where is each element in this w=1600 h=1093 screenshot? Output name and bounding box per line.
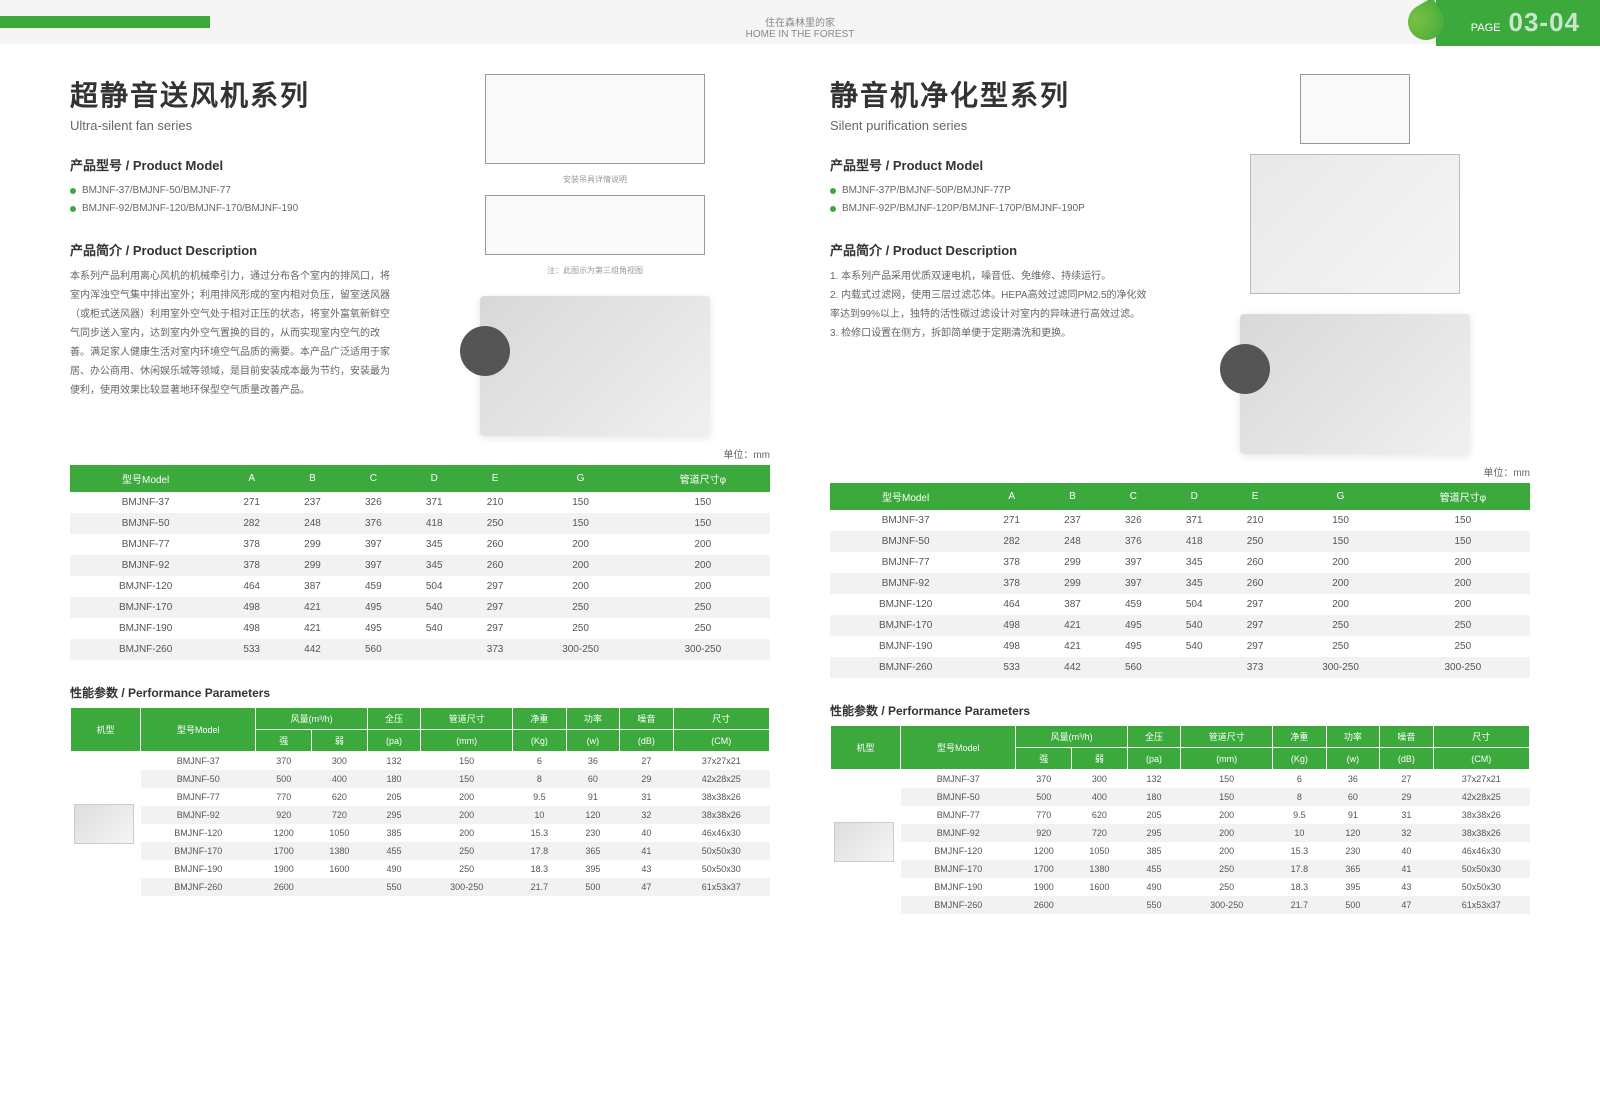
table-row: BMJNF-92920720295200101203238x38x26 xyxy=(71,806,770,824)
table-row: BMJNF-77378299397345260200200 xyxy=(70,534,770,555)
right-diagrams xyxy=(1180,74,1530,464)
table-row: BMJNF-170498421495540297250250 xyxy=(70,597,770,618)
table-row: BMJNF-373703001321506362737x27x21 xyxy=(71,752,770,771)
right-column: 静音机净化型系列 Silent purification series 产品型号… xyxy=(830,74,1530,914)
model-line: BMJNF-92/BMJNF-120/BMJNF-170/BMJNF-190 xyxy=(70,200,390,218)
product-photo-r xyxy=(1240,314,1470,454)
table-row: BMJNF-170498421495540297250250 xyxy=(830,615,1530,636)
header-page: PAGE 03-04 xyxy=(1408,0,1600,44)
table-row: BMJNF-120464387459504297200200 xyxy=(830,594,1530,615)
table-row: BMJNF-190498421495540297250250 xyxy=(70,618,770,639)
table-row: BMJNF-50282248376418250150150 xyxy=(830,531,1530,552)
left-perf-table: 机型型号Model风量(m³/h)全压管道尺寸净重功率噪音尺寸强弱(pa)(mm… xyxy=(70,707,770,896)
table-row: BMJNF-777706202052009.5913138x38x26 xyxy=(71,788,770,806)
table-row: BMJNF-260533442560373300-250300-250 xyxy=(830,657,1530,678)
left-title-cn: 超静音送风机系列 xyxy=(70,74,390,114)
table-row: BMJNF-1901900160049025018.33954350x50x30 xyxy=(71,860,770,878)
table-row: BMJNF-190498421495540297250250 xyxy=(830,636,1530,657)
table-row: BMJNF-37271237326371210150150 xyxy=(70,492,770,513)
left-diagrams: 安装吊具详情说明 注：此图示为第三组角视图 xyxy=(420,74,770,446)
right-perf-table: 机型型号Model风量(m³/h)全压管道尺寸净重功率噪音尺寸强弱(pa)(mm… xyxy=(830,725,1530,914)
table-row: BMJNF-1901900160049025018.33954350x50x30 xyxy=(831,878,1530,896)
table-row: BMJNF-92378299397345260200200 xyxy=(830,573,1530,594)
green-bar xyxy=(0,16,210,28)
left-dim-table: 型号ModelABCDEG管道尺寸φBMJNF-3727123732637121… xyxy=(70,465,770,660)
table-row: BMJNF-505004001801508602942x28x25 xyxy=(831,788,1530,806)
table-row: BMJNF-260533442560373300-250300-250 xyxy=(70,639,770,660)
model-line: BMJNF-37P/BMJNF-50P/BMJNF-77P xyxy=(830,182,1150,200)
left-title-en: Ultra-silent fan series xyxy=(70,118,390,133)
table-row: BMJNF-1701700138045525017.83654150x50x30 xyxy=(831,860,1530,878)
model-line: BMJNF-92P/BMJNF-120P/BMJNF-170P/BMJNF-19… xyxy=(830,200,1150,218)
left-column: 超静音送风机系列 Ultra-silent fan series 产品型号 / … xyxy=(70,74,770,914)
table-row: BMJNF-77378299397345260200200 xyxy=(830,552,1530,573)
right-title-cn: 静音机净化型系列 xyxy=(830,74,1150,114)
table-row: BMJNF-777706202052009.5913138x38x26 xyxy=(831,806,1530,824)
header-tagline: 住在森林里的家 HOME IN THE FOREST xyxy=(746,14,855,40)
table-row: BMJNF-37271237326371210150150 xyxy=(830,510,1530,531)
table-row: BMJNF-1201200105038520015.32304046x46x30 xyxy=(71,824,770,842)
table-row: BMJNF-50282248376418250150150 xyxy=(70,513,770,534)
table-row: BMJNF-1201200105038520015.32304046x46x30 xyxy=(831,842,1530,860)
table-row: BMJNF-120464387459504297200200 xyxy=(70,576,770,597)
table-row: BMJNF-1701700138045525017.83654150x50x30 xyxy=(71,842,770,860)
table-row: BMJNF-92378299397345260200200 xyxy=(70,555,770,576)
table-row: BMJNF-92920720295200101203238x38x26 xyxy=(831,824,1530,842)
table-row: BMJNF-373703001321506362737x27x21 xyxy=(831,770,1530,789)
page-header: 住在森林里的家 HOME IN THE FOREST PAGE 03-04 xyxy=(0,0,1600,44)
model-line: BMJNF-37/BMJNF-50/BMJNF-77 xyxy=(70,182,390,200)
right-title-en: Silent purification series xyxy=(830,118,1150,133)
right-dim-table: 型号ModelABCDEG管道尺寸φBMJNF-3727123732637121… xyxy=(830,483,1530,678)
table-row: BMJNF-2602600550300-25021.75004761x53x37 xyxy=(71,878,770,896)
table-row: BMJNF-2602600550300-25021.75004761x53x37 xyxy=(831,896,1530,914)
table-row: BMJNF-505004001801508602942x28x25 xyxy=(71,770,770,788)
product-photo xyxy=(480,296,710,436)
